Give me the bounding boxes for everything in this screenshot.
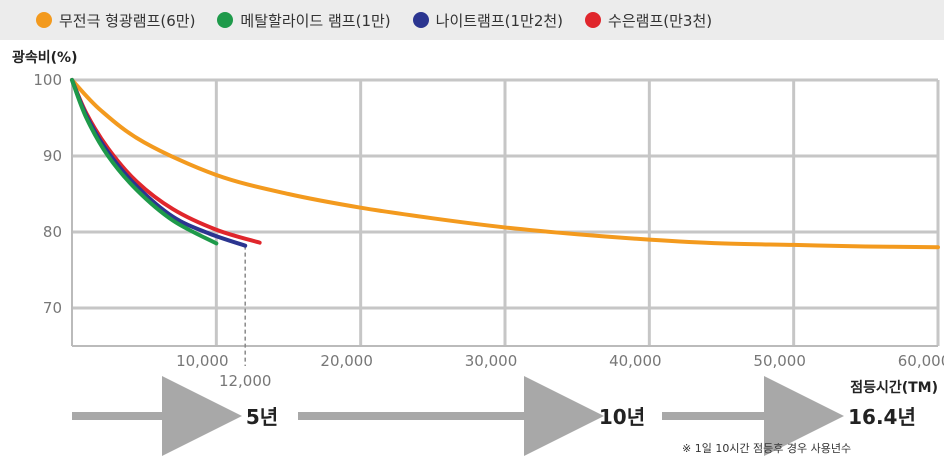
series-line-electrodeless [70,78,940,250]
legend-label: 메탈할라이드 램프(1만) [240,11,391,30]
y-tick-label: 100 [33,71,62,89]
y-axis-label: 광속비(%) [12,49,77,66]
timeline-label: 5년 [246,405,278,429]
x-tick-label: 50,000 [753,352,806,370]
legend-dot-icon [217,12,234,28]
timeline-label: 10년 [599,405,645,429]
series-line-mercury [70,78,262,245]
y-tick-label: 70 [43,299,62,317]
x-axis-label: 점등시간(TM) [850,379,938,396]
x-tick-label: 10,000 [176,352,229,370]
legend-label: 나이트램프(1만2천) [435,11,564,30]
chart-legend: 무전극 형광램프(6만) 메탈할라이드 램프(1만) 나이트램프(1만2천) 수… [0,0,944,40]
legend-dot-icon [412,12,429,28]
timeline-label: 16.4년 [848,405,916,429]
usage-note: ※ 1일 10시간 점등후 경우 사용년수 [682,441,851,455]
x-tick-label: 40,000 [609,352,662,370]
y-tick-label: 90 [43,147,62,165]
x-tick-label: 60,000 [898,352,944,370]
legend-label: 수은램프(만3천) [608,11,713,30]
legend-item-night-lamp: 나이트램프(1만2천) [412,10,564,31]
legend-dot-icon [36,12,52,28]
legend-item-metal-halide: 메탈할라이드 램프(1만) [217,10,391,31]
marker-12000-label: 12,000 [219,372,272,390]
series-line-metal-halide [70,78,219,246]
legend-item-electrodeless: 무전극 형광램프(6만) [36,10,195,31]
x-tick-label: 30,000 [465,352,518,370]
series-line-night-lamp [70,78,248,248]
y-tick-label: 80 [43,223,62,241]
x-tick-label: 20,000 [320,352,373,370]
legend-label: 무전극 형광램프(6만) [59,11,196,30]
legend-item-mercury: 수은램프(만3천) [585,10,712,31]
legend-dot-icon [585,12,602,28]
